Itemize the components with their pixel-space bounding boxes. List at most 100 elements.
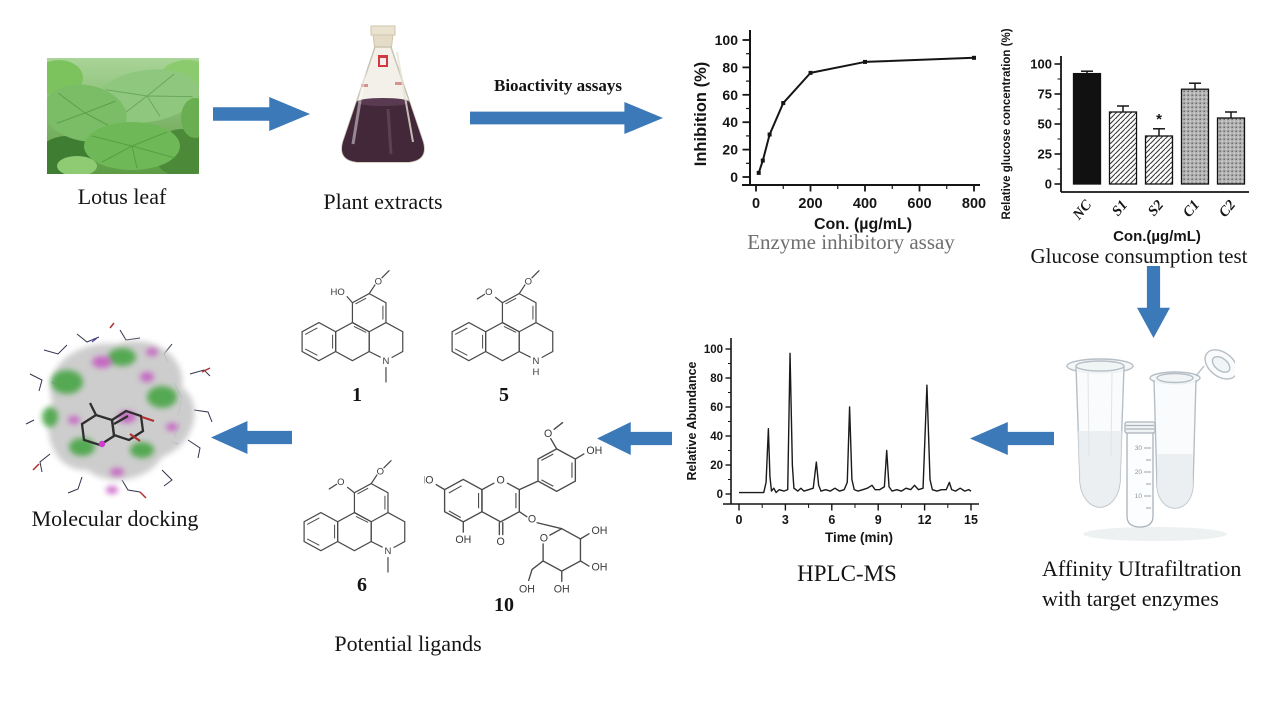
docked-ligand <box>80 402 145 447</box>
svg-text:9: 9 <box>875 513 882 527</box>
lotus-leaf-caption: Lotus leaf <box>77 184 167 209</box>
glucose-test-caption: Glucose consumption test <box>1030 244 1248 268</box>
svg-text:0: 0 <box>736 513 743 527</box>
tube-graduation-label: 10 <box>1135 493 1143 500</box>
arrow-right-icon <box>470 102 663 134</box>
tube-open-cap <box>1204 349 1235 380</box>
svg-text:S2: S2 <box>1145 197 1167 219</box>
svg-text:100: 100 <box>704 344 723 356</box>
hydroxyl-label: OH <box>591 525 607 537</box>
svg-text:40: 40 <box>710 431 723 443</box>
methoxy-o-label: O <box>525 276 532 287</box>
hplc-ms-caption: HPLC-MS <box>797 561 897 586</box>
svg-text:C1: C1 <box>1180 197 1203 220</box>
svg-text:0: 0 <box>1045 177 1052 192</box>
svg-text:Time (min): Time (min) <box>825 530 893 545</box>
tube-graduation-label: 20 <box>1135 469 1143 476</box>
svg-text:Relative glucose concentration: Relative glucose concentration (%) <box>1001 28 1013 219</box>
enzyme-inhibition-chart: 0 20 40 60 80 100 0 200 400 600 800 Con. (µg/mL) Inh… <box>692 30 986 233</box>
compound-5-number: 5 <box>499 384 509 406</box>
svg-text:80: 80 <box>722 59 738 75</box>
svg-text:20: 20 <box>710 460 723 472</box>
ring-oxygen-label: O <box>497 475 505 487</box>
hplc-chromatogram-chart: 0 20 40 60 80 100 0 3 6 9 12 15 Time (min) Relative A… <box>685 338 979 545</box>
svg-text:100: 100 <box>1030 57 1052 72</box>
sugar-ring-o-label: O <box>540 532 548 544</box>
potential-ligands-caption: Potential ligands <box>334 631 482 656</box>
svg-text:Con. (µg/mL): Con. (µg/mL) <box>814 216 912 233</box>
compound-6-structure: O O N <box>303 460 406 573</box>
compound-10-structure: O O OH HO OH O O O OH OH OH OH <box>424 421 607 597</box>
nh-hydrogen-label: H <box>533 367 540 378</box>
svg-text:25: 25 <box>1038 147 1052 162</box>
svg-text:200: 200 <box>798 196 822 212</box>
svg-text:60: 60 <box>710 402 723 414</box>
compound-1-number: 1 <box>352 384 362 406</box>
svg-text:Relative Abundance: Relative Abundance <box>685 361 699 480</box>
nitrogen-label: N <box>383 356 390 367</box>
svg-text:80: 80 <box>710 373 723 385</box>
svg-text:20: 20 <box>722 142 738 158</box>
compound-10-number: 10 <box>494 594 514 616</box>
methoxy-o-label: O <box>377 466 384 477</box>
svg-text:75: 75 <box>1038 87 1052 102</box>
methoxy-o-label: O <box>544 428 552 440</box>
svg-text:800: 800 <box>962 196 986 212</box>
nitrogen-label: N <box>385 546 392 557</box>
svg-text:60: 60 <box>722 87 738 103</box>
svg-text:0: 0 <box>752 196 760 212</box>
methoxy-o-label: O <box>485 287 492 298</box>
compound-1-structure: O HO N <box>301 270 404 383</box>
compound-6-number: 6 <box>357 574 367 596</box>
ultrafiltration-caption-line2: with target enzymes <box>1042 586 1219 611</box>
svg-text:NC: NC <box>1069 197 1095 224</box>
svg-text:600: 600 <box>907 196 931 212</box>
lotus-leaf-photo <box>47 58 199 174</box>
hydroxyl-label: OH <box>519 583 535 595</box>
bioactivity-assays-label: Bioactivity assays <box>494 76 622 95</box>
svg-text:C2: C2 <box>1216 197 1239 220</box>
arrow-left-icon <box>597 422 672 455</box>
plant-extracts-caption: Plant extracts <box>323 189 443 214</box>
compound-5-structure: O O N H <box>451 270 554 379</box>
svg-text:400: 400 <box>853 196 877 212</box>
molecular-docking-illustration <box>25 322 213 499</box>
svg-text:*: * <box>1156 111 1162 128</box>
hydroxyl-label: HO <box>424 475 434 487</box>
svg-text:0: 0 <box>730 169 738 185</box>
svg-text:Inhibition (%): Inhibition (%) <box>692 62 710 166</box>
hydroxyl-label: OH <box>591 561 607 573</box>
svg-text:0: 0 <box>717 489 723 501</box>
ultrafiltration-caption-line1: Affinity UItrafiltration <box>1042 556 1242 581</box>
hydroxyl-label: HO <box>331 287 345 298</box>
svg-text:50: 50 <box>1038 117 1052 132</box>
carbonyl-o-label: O <box>497 536 505 548</box>
flask-illustration <box>341 25 425 163</box>
glucose-consumption-chart: 0 25 50 75 100 NC S1 * S2 C1 C2 Con.(µg/mL) Relative… <box>1001 28 1249 245</box>
svg-text:15: 15 <box>964 513 978 527</box>
hydroxyl-label: OH <box>554 583 570 595</box>
arrow-down-icon <box>1137 266 1170 338</box>
svg-text:40: 40 <box>722 114 738 130</box>
ultrafiltration-tubes-illustration: 30 20 10 <box>1066 349 1235 541</box>
ultrafiltration-caption: Affinity UItrafiltration with target enz… <box>1042 554 1280 614</box>
nitrogen-label: N <box>533 356 540 367</box>
flask-liquid <box>341 102 425 162</box>
methoxy-o-label: O <box>337 477 344 488</box>
hydroxyl-label: OH <box>455 534 471 546</box>
glycosidic-o-label: O <box>528 514 536 526</box>
hydroxyl-label: OH <box>586 445 602 457</box>
svg-text:3: 3 <box>782 513 789 527</box>
enzyme-assay-caption: Enzyme inhibitory assay <box>747 230 955 254</box>
methoxy-o-label: O <box>375 276 382 287</box>
svg-text:Con.(µg/mL): Con.(µg/mL) <box>1113 228 1201 245</box>
svg-text:6: 6 <box>828 513 835 527</box>
arrow-right-icon <box>213 97 310 131</box>
svg-text:12: 12 <box>918 513 932 527</box>
arrow-left-icon <box>211 421 292 454</box>
molecular-docking-caption: Molecular docking <box>31 506 199 531</box>
svg-text:S1: S1 <box>1109 197 1131 219</box>
svg-text:100: 100 <box>715 32 739 48</box>
tube-graduation-label: 30 <box>1135 445 1143 452</box>
